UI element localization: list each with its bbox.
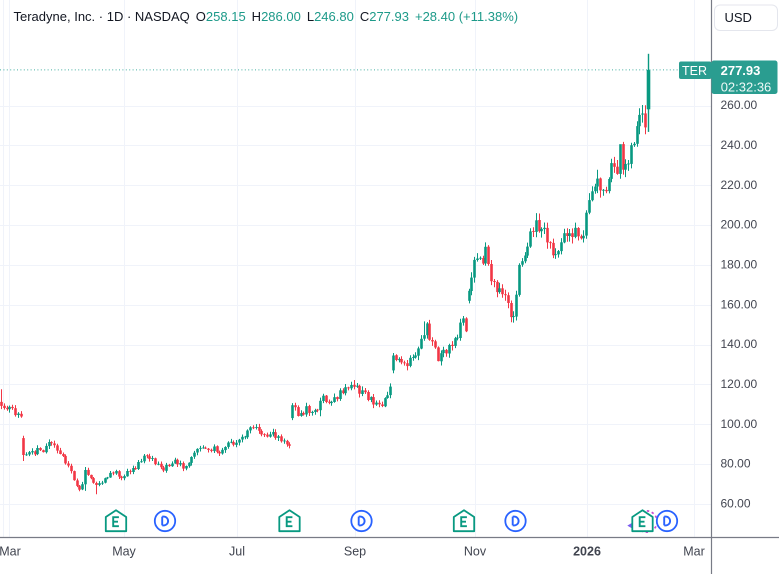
svg-text:Mar: Mar: [683, 545, 705, 559]
svg-text:80.00: 80.00: [721, 457, 751, 471]
svg-text:180.00: 180.00: [721, 258, 758, 272]
svg-text:220.00: 220.00: [721, 178, 758, 192]
svg-text:Jul: Jul: [229, 545, 245, 559]
svg-text:277.93: 277.93: [721, 63, 761, 78]
svg-text:02:32:36: 02:32:36: [721, 79, 772, 94]
svg-text:Mar: Mar: [0, 545, 21, 559]
svg-text:May: May: [112, 545, 136, 559]
svg-text:USD: USD: [725, 10, 752, 25]
svg-text:200.00: 200.00: [721, 218, 758, 232]
svg-text:120.00: 120.00: [721, 377, 758, 391]
svg-text:60.00: 60.00: [721, 496, 751, 510]
svg-text:2026: 2026: [573, 545, 601, 559]
svg-text:Sep: Sep: [344, 545, 366, 559]
svg-text:140.00: 140.00: [721, 337, 758, 351]
svg-text:TER: TER: [682, 64, 707, 78]
svg-text:160.00: 160.00: [721, 297, 758, 311]
svg-text:260.00: 260.00: [721, 98, 758, 112]
svg-text:Nov: Nov: [464, 545, 487, 559]
svg-text:100.00: 100.00: [721, 417, 758, 431]
svg-text:240.00: 240.00: [721, 138, 758, 152]
